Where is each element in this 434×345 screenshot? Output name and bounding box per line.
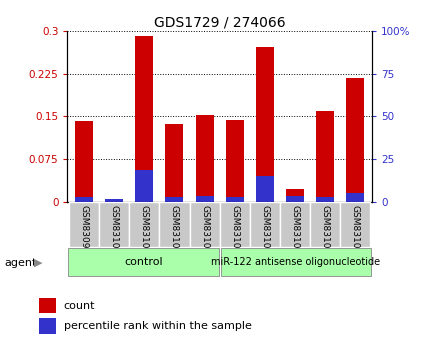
Bar (249, 202, 279, 247)
Bar (225, 197, 243, 202)
Text: GSM83103: GSM83103 (200, 205, 209, 255)
Bar (165, 124, 183, 202)
Bar (195, 196, 213, 202)
Title: GDS1729 / 274066: GDS1729 / 274066 (154, 16, 285, 30)
Bar (316, 111, 333, 202)
Bar (255, 176, 273, 202)
Text: miR-122 antisense oligonucleotide: miR-122 antisense oligonucleotide (211, 257, 379, 267)
Bar (225, 120, 243, 202)
Bar (135, 36, 153, 202)
Bar (220, 248, 370, 276)
Bar (39, 318, 56, 334)
Text: GSM83108: GSM83108 (350, 205, 359, 255)
Text: GSM83105: GSM83105 (260, 205, 269, 255)
Text: GSM83090: GSM83090 (79, 205, 88, 255)
Text: GSM83100: GSM83100 (109, 205, 118, 255)
Bar (129, 202, 159, 247)
Bar (39, 298, 56, 313)
Text: GSM83107: GSM83107 (320, 205, 329, 255)
Bar (339, 202, 370, 247)
Text: agent: agent (4, 258, 36, 268)
Bar (189, 202, 219, 247)
Bar (165, 197, 183, 202)
Bar (345, 193, 364, 202)
Bar (195, 115, 213, 202)
Bar (69, 202, 99, 247)
Bar (105, 200, 123, 202)
Text: GSM83102: GSM83102 (170, 205, 178, 255)
Bar (75, 197, 93, 202)
Text: percentile rank within the sample: percentile rank within the sample (63, 321, 251, 331)
Text: GSM83106: GSM83106 (290, 205, 299, 255)
Text: ▶: ▶ (33, 258, 42, 268)
Bar (219, 202, 249, 247)
Bar (309, 202, 339, 247)
Bar (316, 197, 333, 202)
Bar (75, 121, 93, 202)
Bar (255, 47, 273, 202)
Text: GSM83104: GSM83104 (230, 205, 239, 255)
Bar (345, 78, 364, 202)
Bar (99, 202, 129, 247)
Bar (285, 196, 303, 202)
Text: count: count (63, 300, 95, 310)
Text: GSM83101: GSM83101 (139, 205, 148, 255)
Bar (159, 202, 189, 247)
Text: control: control (124, 257, 162, 267)
Bar (135, 170, 153, 202)
Bar (68, 248, 218, 276)
Bar (279, 202, 309, 247)
Bar (105, 199, 123, 202)
Bar (285, 189, 303, 202)
